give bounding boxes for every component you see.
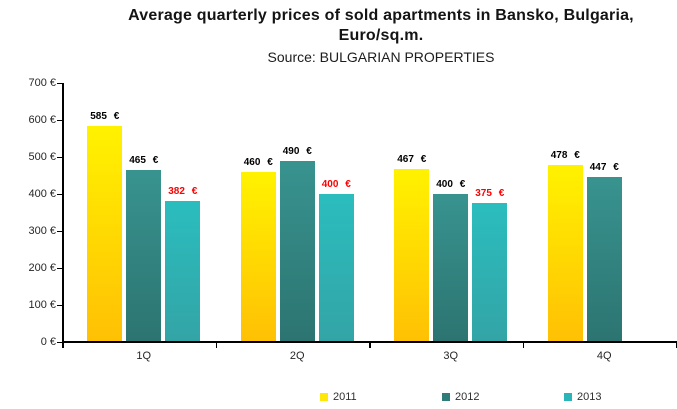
y-axis-tick-mark	[57, 156, 62, 158]
chart-title-line1: Average quarterly prices of sold apartme…	[128, 7, 634, 24]
bar-2012-2Q	[279, 160, 315, 342]
bar-2012-1Q	[126, 169, 162, 342]
bar-value-label-2012-1Q: 465 €	[129, 154, 159, 166]
x-axis-line	[62, 341, 677, 343]
chart-title-block: Average quarterly prices of sold apartme…	[85, 6, 677, 66]
bar-value-label-2011-4Q: 478 €	[550, 150, 580, 162]
legend-swatch-2011	[320, 393, 328, 401]
y-axis-label: 200 €	[28, 261, 56, 274]
bar-value-label-2012-2Q: 490 €	[282, 145, 312, 157]
y-axis-label: 300 €	[28, 224, 56, 237]
bar-value-label-2011-1Q: 585 €	[90, 110, 120, 122]
legend-label-2013: 2013	[577, 391, 602, 403]
bar-2013-3Q	[472, 203, 508, 342]
bar-group-2Q: 460 € 490 € 400 €	[221, 83, 375, 342]
chart-title-line2: Euro/sq.m.	[338, 27, 424, 44]
bar-2012-4Q	[586, 176, 622, 342]
bar-slot: 400 €	[318, 83, 354, 342]
bar-value-label-2013-1Q: 382 €	[168, 185, 198, 197]
chart-legend: 2011 2012 2013	[320, 391, 604, 403]
legend-item-2011: 2011	[320, 391, 360, 403]
y-axis-label: 100 €	[28, 298, 56, 311]
legend-swatch-2013	[564, 393, 572, 401]
bar-2011-3Q	[394, 169, 430, 342]
bar-slot: 465 €	[126, 83, 162, 342]
x-axis-label-3Q: 3Q	[443, 350, 459, 362]
x-axis-label-1Q: 1Q	[136, 350, 152, 362]
x-axis-label-2Q: 2Q	[289, 350, 305, 362]
bar-value-label-2012-4Q: 447 €	[589, 161, 619, 173]
x-axis-tick-mark	[522, 343, 524, 348]
bar-slot: 585 €	[87, 83, 123, 342]
bar-group-1Q: 585 € 465 € 382 €	[67, 83, 221, 342]
bar-group-4Q: 478 € 447 €	[528, 83, 677, 342]
y-axis-line	[62, 83, 64, 343]
x-axis-tick-mark	[215, 343, 217, 348]
bar-slot: 460 €	[240, 83, 276, 342]
bar-value-label-2011-2Q: 460 €	[243, 156, 273, 168]
bar-slot: 400 €	[433, 83, 469, 342]
legend-label-2011: 2011	[333, 391, 357, 403]
bar-value-label-2013-2Q: 400 €	[321, 179, 351, 190]
y-axis-tick-mark	[57, 304, 62, 306]
y-axis-tick-mark	[57, 230, 62, 232]
y-axis-label: 600 €	[28, 113, 56, 126]
y-axis-tick-mark	[57, 82, 62, 84]
bar-value-label-2013-3Q: 375 €	[475, 188, 505, 200]
bar-2012-3Q	[433, 194, 469, 342]
legend-swatch-2012	[442, 393, 450, 401]
bar-slot: 375 €	[472, 83, 508, 342]
y-axis-label: 500 €	[28, 150, 56, 163]
y-axis-tick-mark	[57, 193, 62, 195]
y-axis-label: 700 €	[28, 76, 56, 89]
bar-slot: 490 €	[279, 83, 315, 342]
bar-slot: 382 €	[165, 83, 201, 342]
y-axis-tick-mark	[57, 119, 62, 121]
bar-slot: 447 €	[586, 83, 622, 342]
legend-label-2012: 2012	[455, 391, 480, 403]
bar-value-label-2012-3Q: 400 €	[436, 179, 466, 190]
x-axis-tick-mark	[62, 343, 64, 348]
bar-slot: 467 €	[394, 83, 430, 342]
bar-2013-2Q	[318, 194, 354, 342]
bar-2011-2Q	[240, 171, 276, 342]
bar-slot	[626, 83, 661, 342]
y-axis-tick-mark	[57, 341, 62, 343]
bar-value-label-2011-3Q: 467 €	[397, 154, 427, 166]
x-axis-label-4Q: 4Q	[596, 350, 612, 362]
y-axis-label: 0 €	[40, 335, 56, 348]
legend-item-2013: 2013	[564, 391, 604, 403]
y-axis-label: 400 €	[28, 187, 56, 200]
bar-group-3Q: 467 € 400 € 375 €	[374, 83, 528, 342]
bar-2013-1Q	[165, 200, 201, 342]
chart-source: Source: BULGARIAN PROPERTIES	[267, 49, 495, 65]
bar-slot: 478 €	[547, 83, 583, 342]
y-axis-tick-mark	[57, 267, 62, 269]
bar-2011-4Q	[547, 165, 583, 342]
x-axis-tick-mark	[369, 343, 371, 348]
bar-2011-1Q	[87, 125, 123, 342]
legend-item-2012: 2012	[442, 391, 482, 403]
